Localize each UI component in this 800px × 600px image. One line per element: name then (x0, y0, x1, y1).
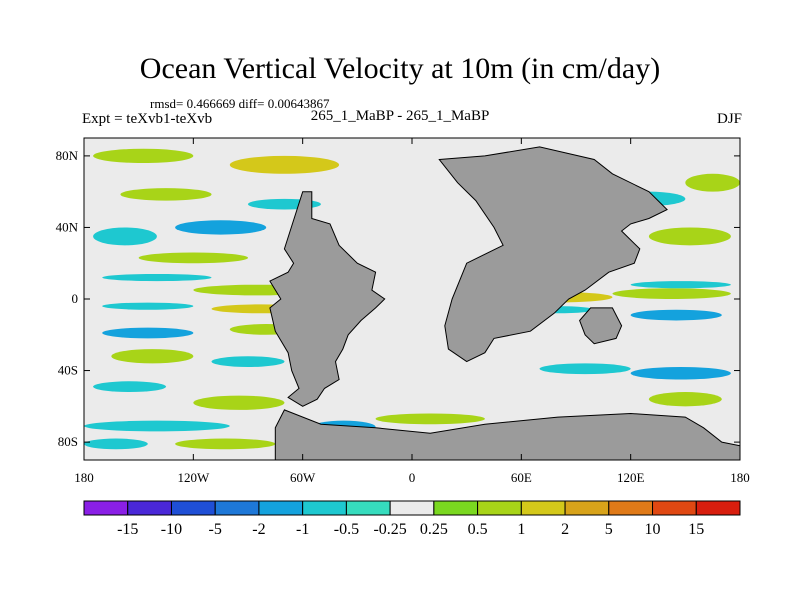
land-antarctica (274, 409, 740, 460)
x-tick-label: 180 (730, 470, 750, 485)
y-tick-label: 80N (56, 148, 79, 163)
velocity-band-14 (111, 349, 194, 364)
colorbar-swatch (433, 500, 479, 516)
velocity-band-31 (630, 366, 731, 380)
plot-area (84, 138, 740, 460)
velocity-band-15 (211, 356, 285, 367)
colorbar-label: 1 (517, 521, 525, 538)
center-subtitle: 265_1_MaBP - 265_1_MaBP (310, 108, 490, 124)
velocity-band-26 (630, 309, 722, 321)
colorbar-label: -1 (296, 521, 309, 538)
land-eurasia-africa (438, 146, 668, 363)
velocity-band-3 (120, 188, 212, 201)
velocity-band-20 (84, 438, 148, 450)
colorbar-label: 0.5 (468, 521, 488, 538)
colorbar-swatch (520, 500, 566, 516)
colorbar-swatch (695, 500, 741, 516)
velocity-band-2 (229, 155, 340, 174)
season-label: DJF (716, 111, 742, 127)
velocity-band-32 (648, 392, 722, 407)
x-tick-label: 120E (617, 470, 645, 485)
colorbar-label: -5 (209, 521, 222, 538)
chart-title: Ocean Vertical Velocity at 10m (in cm/da… (139, 52, 661, 85)
colorbar-label: -10 (161, 521, 182, 538)
colorbar-swatch (652, 500, 697, 516)
colorbar-label: -15 (117, 521, 138, 538)
velocity-band-8 (102, 273, 212, 282)
y-tick-label: 0 (72, 291, 79, 306)
velocity-band-34 (375, 413, 485, 425)
velocity-band-6 (175, 220, 267, 235)
velocity-band-27 (648, 227, 731, 246)
velocity-band-18 (84, 420, 230, 432)
colorbar-swatch (302, 500, 347, 516)
y-tick-label: 80S (58, 434, 78, 449)
velocity-band-25 (630, 281, 731, 289)
land-americas (269, 191, 386, 407)
axes: 180 120W 60W 0 60E 120E 180 80N 40N 0 40S 80S (56, 138, 750, 485)
colorbar-swatch (608, 500, 654, 516)
colorbar-label: -0.25 (373, 521, 406, 538)
ocean-background (84, 138, 740, 460)
velocity-band-17 (193, 395, 285, 410)
velocity-band-19 (175, 438, 276, 450)
colorbar-swatch (389, 500, 435, 516)
colorbar-swatch (83, 500, 129, 516)
colorbar-swatch (564, 500, 610, 516)
velocity-band-1 (93, 148, 194, 164)
colorbar-swatch (345, 500, 391, 516)
colorbar-label: 5 (605, 521, 613, 538)
x-tick-label: 60W (290, 470, 316, 485)
colorbar-swatch (170, 500, 216, 516)
colorbar-label: 10 (645, 521, 661, 538)
x-tick-label: 60E (511, 470, 532, 485)
x-tick-label: 180 (74, 470, 94, 485)
colorbar-swatch (477, 500, 522, 516)
velocity-band-24 (612, 288, 731, 299)
colorbar-label: -0.5 (334, 521, 359, 538)
colorbar: -15 -10 -5 -2 -1 -0.5 -0.25 0.25 0.5 1 2 5 10 15 (83, 500, 741, 538)
experiment-label: Expt = teXvb1-teXvb (82, 111, 213, 127)
velocity-band-7 (138, 252, 248, 264)
y-tick-label: 40S (58, 363, 78, 378)
colorbar-swatch (214, 500, 260, 516)
land-australia-island (579, 307, 623, 345)
y-tick-label: 40N (56, 219, 79, 234)
colorbar-label: -2 (252, 521, 265, 538)
velocity-band-10 (102, 302, 194, 310)
velocity-band-5 (93, 227, 157, 246)
colorbar-swatch (258, 500, 304, 516)
colorbar-label: 2 (561, 521, 569, 538)
velocity-band-30 (539, 363, 631, 375)
colorbar-swatch (127, 500, 172, 516)
velocity-band-29 (685, 173, 740, 192)
land-mask (269, 146, 740, 460)
velocity-band-16 (93, 381, 166, 393)
colorbar-label: 15 (688, 521, 704, 538)
x-tick-label: 0 (409, 470, 416, 485)
stats-label: rmsd= 0.466669 diff= 0.00643867 (150, 96, 330, 111)
velocity-band-12 (102, 327, 194, 339)
colorbar-label: 0.25 (420, 521, 448, 538)
x-tick-label: 120W (177, 470, 210, 485)
